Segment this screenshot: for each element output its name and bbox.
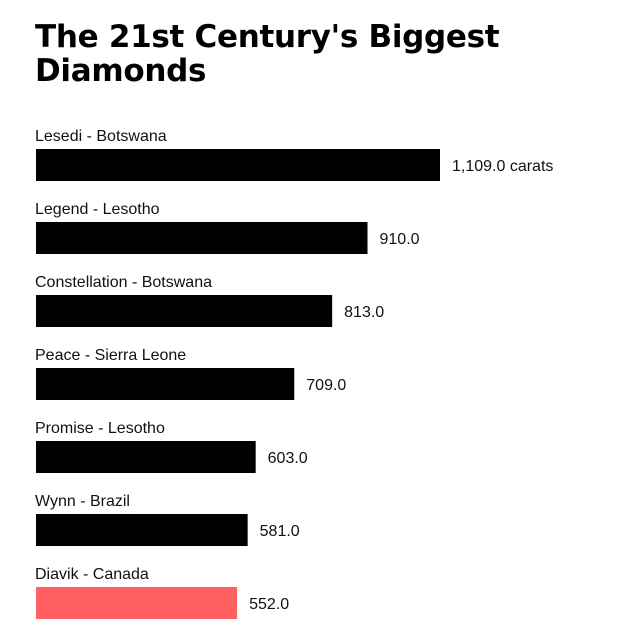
bar (36, 587, 238, 619)
value-label: 709.0 (306, 377, 346, 394)
value-label: 813.0 (344, 304, 384, 321)
bar (36, 222, 368, 254)
bar (36, 514, 248, 546)
category-label: Peace - Sierra Leone (35, 347, 186, 364)
value-label: 581.0 (260, 523, 300, 540)
category-label: Lesedi - Botswana (35, 128, 167, 145)
category-label: Constellation - Botswana (35, 274, 212, 291)
category-label: Promise - Lesotho (35, 420, 165, 437)
bar (36, 441, 256, 473)
category-label: Wynn - Brazil (35, 493, 130, 510)
bar (36, 368, 295, 400)
value-label: 1,109.0 carats (452, 158, 553, 175)
category-label: Diavik - Canada (35, 566, 149, 583)
value-label: 603.0 (268, 450, 308, 467)
bar (36, 149, 440, 181)
value-label: 910.0 (380, 231, 420, 248)
chart-title: The 21st Century's Biggest Diamonds (35, 19, 500, 89)
value-label: 552.0 (249, 596, 289, 613)
bar (36, 295, 333, 327)
category-label: Legend - Lesotho (35, 201, 160, 218)
